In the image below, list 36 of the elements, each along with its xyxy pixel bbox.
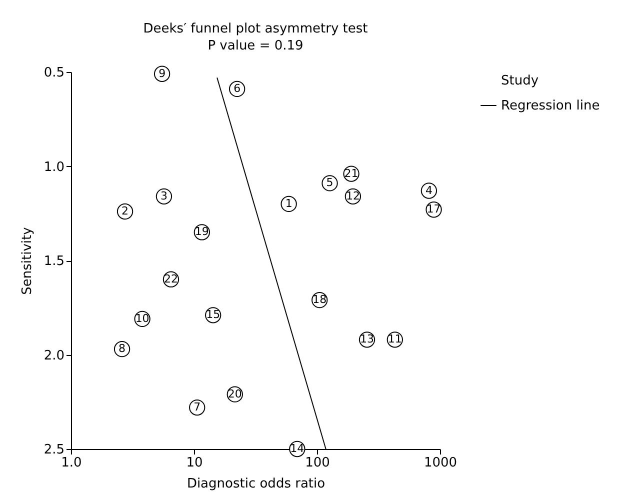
annotation: 9 xyxy=(158,66,166,80)
x-axis-title: Diagnostic odds ratio xyxy=(186,476,326,492)
y-tick-label: 1.0 xyxy=(44,160,64,175)
text: Study xyxy=(501,74,539,88)
annotation: 14 xyxy=(290,442,304,455)
annotation: 15 xyxy=(206,308,220,322)
y-tick-label: 1.5 xyxy=(44,254,64,269)
annotation: 12 xyxy=(346,189,360,202)
annotation: 4 xyxy=(425,184,432,197)
annotation: 11 xyxy=(388,332,402,346)
annotation: 5 xyxy=(326,176,334,190)
x-tick-label: 100 xyxy=(305,456,330,470)
annotation: 8 xyxy=(118,342,126,356)
annotation: 1 xyxy=(285,196,292,210)
annotation: 21 xyxy=(344,166,358,180)
annotation: 3 xyxy=(160,189,168,202)
y-tick-label: 2.5 xyxy=(44,442,64,458)
annotation: 17 xyxy=(426,202,441,216)
y-axis-title: Sensitivity xyxy=(20,226,35,295)
x-tick-label: 10 xyxy=(186,456,203,470)
annotation: 20 xyxy=(228,387,242,400)
x-tick-label: 1.0 xyxy=(61,456,82,470)
chart-subtitle: P value = 0.19 xyxy=(208,38,304,54)
annotation: 19 xyxy=(194,225,209,238)
annotation: 2 xyxy=(122,204,129,218)
annotation: 10 xyxy=(135,312,150,325)
legend-label: Regression line xyxy=(501,98,600,114)
x-tick-label: 1000 xyxy=(424,456,458,470)
chart-title: Deeks′ funnel plot asymmetry test xyxy=(143,21,368,36)
annotation: 6 xyxy=(234,82,241,95)
annotation: 18 xyxy=(312,293,327,306)
y-tick-label: 0.5 xyxy=(44,66,64,80)
annotation: 13 xyxy=(360,332,374,346)
annotation: 7 xyxy=(194,400,201,414)
y-tick-label: 2.0 xyxy=(44,348,64,364)
annotation: 22 xyxy=(164,272,178,286)
